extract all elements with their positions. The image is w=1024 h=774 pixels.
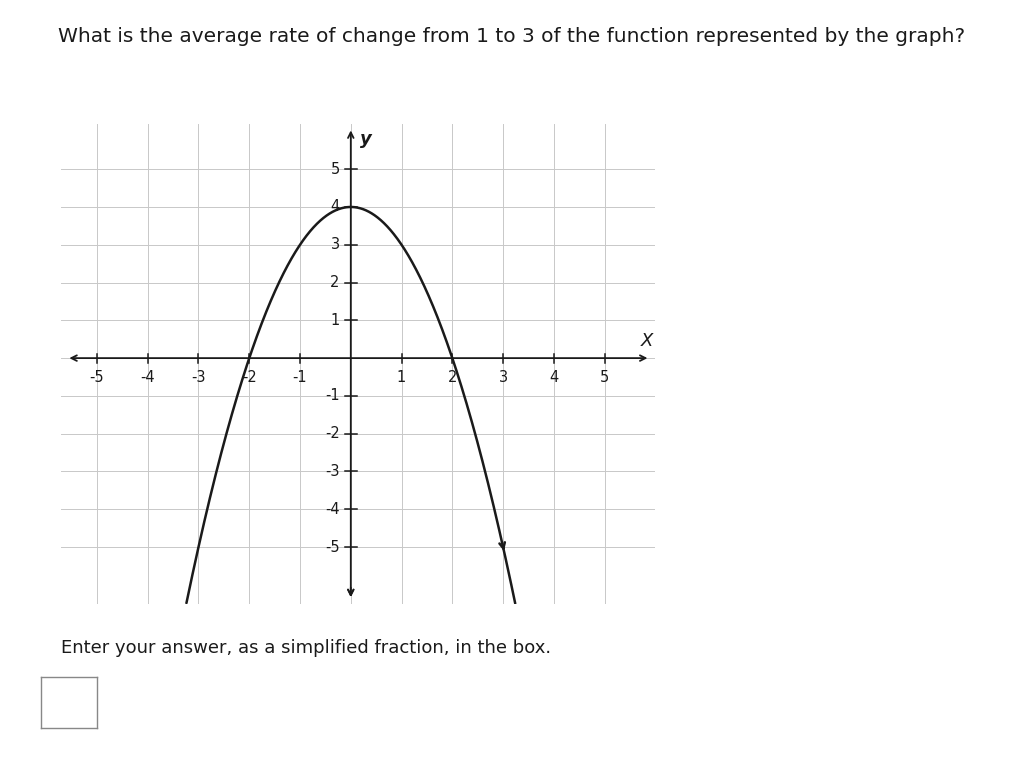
Text: What is the average rate of change from 1 to 3 of the function represented by th: What is the average rate of change from … [58,27,966,46]
Text: -2: -2 [325,426,340,441]
Text: -5: -5 [325,539,340,554]
Text: X: X [640,332,653,350]
Text: -1: -1 [293,370,307,385]
Text: -3: -3 [191,370,206,385]
Text: 3: 3 [499,370,508,385]
Text: -2: -2 [242,370,257,385]
Text: 2: 2 [331,275,340,290]
Text: -3: -3 [325,464,340,479]
Text: -4: -4 [140,370,155,385]
Text: 1: 1 [397,370,407,385]
Text: 4: 4 [331,200,340,214]
Text: 4: 4 [549,370,558,385]
Text: -1: -1 [325,389,340,403]
Text: -5: -5 [90,370,104,385]
Text: y: y [359,129,372,148]
Text: 1: 1 [331,313,340,328]
Text: Enter your answer, as a simplified fraction, in the box.: Enter your answer, as a simplified fract… [61,639,552,656]
Text: 2: 2 [447,370,457,385]
Text: 5: 5 [600,370,609,385]
Text: 5: 5 [331,162,340,176]
Text: 3: 3 [331,238,340,252]
Text: -4: -4 [325,502,340,517]
